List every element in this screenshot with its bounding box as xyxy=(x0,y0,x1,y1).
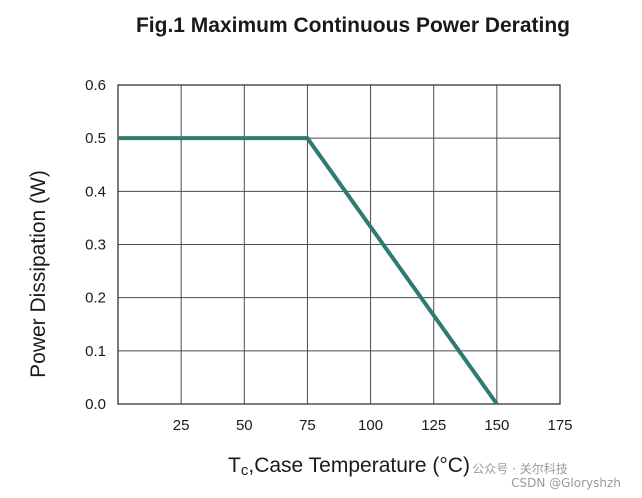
y-tick-label: 0.4 xyxy=(85,183,106,200)
x-tick-label: 50 xyxy=(236,417,253,434)
x-tick-label: 150 xyxy=(484,417,509,434)
series-group xyxy=(117,136,499,406)
y-axis-label: Power Dissipation (W) xyxy=(27,170,50,378)
chart-title: Fig.1 Maximum Continuous Power Derating xyxy=(136,14,570,37)
y-tick-label: 0.0 xyxy=(85,396,106,413)
y-tick-label: 0.5 xyxy=(85,130,106,147)
x-tick-label: 175 xyxy=(547,417,572,434)
grid-lines xyxy=(117,84,561,405)
watermark-line-2: CSDN @Gloryshzh xyxy=(511,476,621,490)
x-axis-label: Tc,Case Temperature (°C) xyxy=(228,454,470,479)
y-tick-label: 0.3 xyxy=(85,237,106,254)
x-axis-label-main: T xyxy=(228,454,241,477)
watermark-line-1: 公众号 · 关尔科技 xyxy=(472,461,567,476)
x-axis-label-rest: ,Case Temperature (°C) xyxy=(248,454,470,477)
x-axis-label-subscript: c xyxy=(241,462,249,479)
x-axis-ticks: 25 50 75 100 125 150 175 xyxy=(173,417,573,434)
y-tick-label: 0.2 xyxy=(85,290,106,307)
x-tick-label: 75 xyxy=(299,417,316,434)
plot-frame xyxy=(117,84,561,405)
x-tick-label: 125 xyxy=(421,417,446,434)
x-tick-label: 100 xyxy=(358,417,383,434)
y-tick-label: 0.1 xyxy=(85,343,106,360)
y-axis-ticks: 0.0 0.1 0.2 0.3 0.4 0.5 0.6 xyxy=(85,77,106,413)
x-tick-label: 25 xyxy=(173,417,190,434)
y-tick-label: 0.6 xyxy=(85,77,106,94)
